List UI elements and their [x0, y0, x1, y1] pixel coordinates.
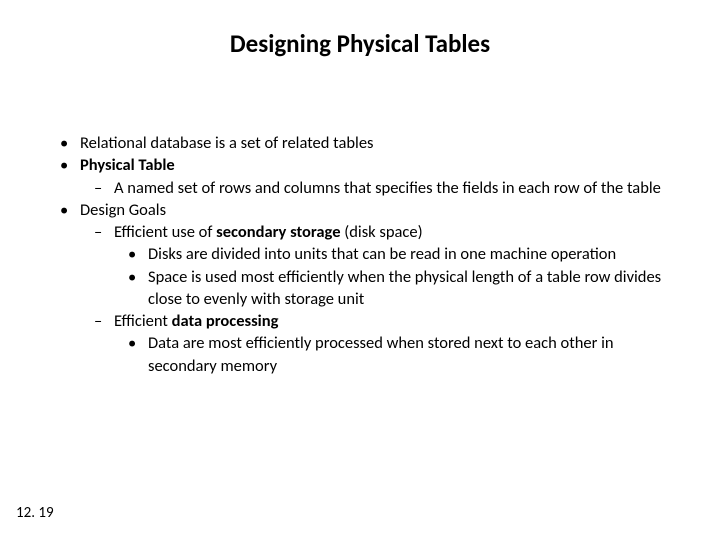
bullet-item: Design Goals Efficient use of secondary … — [52, 199, 680, 377]
bullet-list: Relational database is a set of related … — [52, 132, 680, 377]
bullet-text: Data are most efficiently processed when… — [148, 333, 614, 375]
slide-number: 12. 19 — [16, 504, 54, 522]
bullet-text: Efficient use of — [114, 222, 216, 242]
sub-sub-bullet-item: Space is used most efficiently when the … — [120, 266, 680, 311]
slide-body: Relational database is a set of related … — [52, 132, 680, 377]
sub-list: A named set of rows and columns that spe… — [86, 177, 680, 199]
sub-sub-list: Disks are divided into units that can be… — [120, 243, 680, 310]
bullet-text: Relational database is a set of related … — [80, 133, 374, 153]
bullet-text: Disks are divided into units that can be… — [148, 244, 616, 264]
bullet-text: (disk space) — [341, 222, 423, 242]
bullet-text: Design Goals — [80, 200, 166, 220]
sub-sub-bullet-item: Data are most efficiently processed when… — [120, 332, 680, 377]
bullet-text: Space is used most efficiently when the … — [148, 267, 661, 309]
bullet-item: Physical Table A named set of rows and c… — [52, 154, 680, 199]
sub-sub-bullet-item: Disks are divided into units that can be… — [120, 243, 680, 265]
bullet-text-bold: Physical Table — [80, 155, 175, 175]
sub-sub-list: Data are most efficiently processed when… — [120, 332, 680, 377]
slide-title: Designing Physical Tables — [0, 28, 720, 59]
slide: Designing Physical Tables Relational dat… — [0, 0, 720, 540]
bullet-text: A named set of rows and columns that spe… — [114, 178, 661, 198]
bullet-text-bold: data processing — [172, 311, 279, 331]
sub-bullet-item: A named set of rows and columns that spe… — [86, 177, 680, 199]
sub-bullet-item: Efficient data processing Data are most … — [86, 310, 680, 377]
bullet-text: Efficient — [114, 311, 172, 331]
sub-list: Efficient use of secondary storage (disk… — [86, 221, 680, 377]
bullet-item: Relational database is a set of related … — [52, 132, 680, 154]
sub-bullet-item: Efficient use of secondary storage (disk… — [86, 221, 680, 310]
bullet-text-bold: secondary storage — [216, 222, 340, 242]
